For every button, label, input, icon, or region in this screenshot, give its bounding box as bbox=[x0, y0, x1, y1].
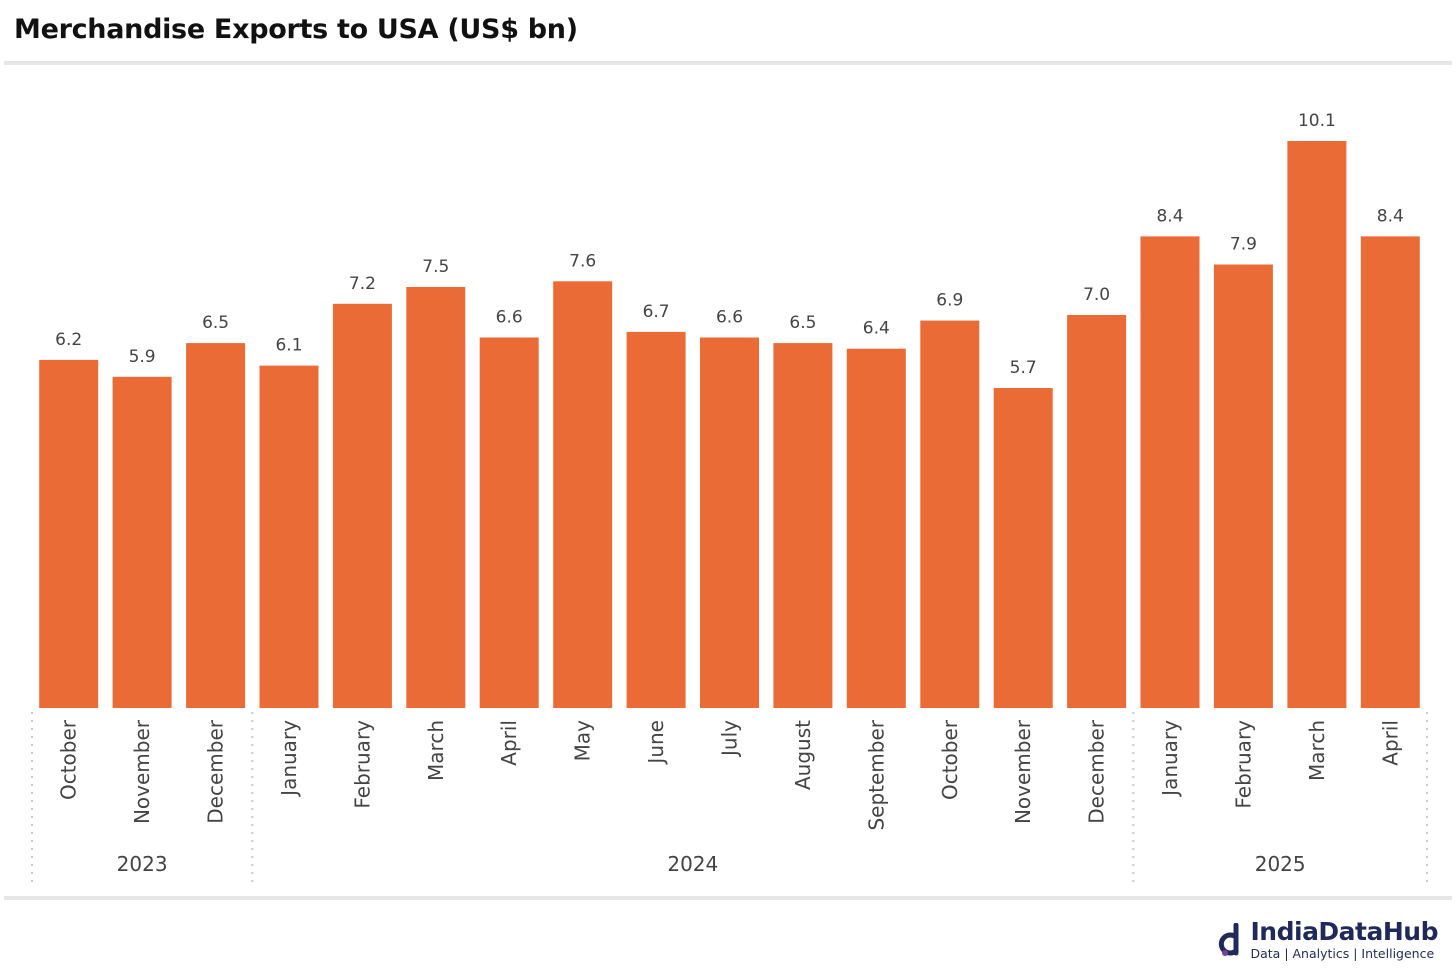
data-label: 7.2 bbox=[349, 274, 376, 294]
data-label: 7.5 bbox=[422, 257, 449, 277]
indiadatahub-logo-icon bbox=[1218, 923, 1238, 956]
x-tick-label: June bbox=[644, 720, 668, 766]
year-group-label: 2023 bbox=[117, 852, 168, 876]
data-label: 6.5 bbox=[789, 313, 816, 333]
bar bbox=[1140, 236, 1200, 708]
x-tick-label: September bbox=[864, 719, 888, 830]
bar bbox=[186, 343, 246, 708]
bar bbox=[1360, 236, 1420, 708]
x-tick-label: November bbox=[130, 719, 154, 824]
bar bbox=[112, 376, 172, 708]
bar bbox=[626, 331, 686, 708]
x-tick-label: August bbox=[791, 720, 815, 790]
data-label: 6.7 bbox=[643, 302, 670, 322]
top-divider bbox=[4, 61, 1452, 65]
chart-title: Merchandise Exports to USA (US$ bn) bbox=[14, 14, 578, 45]
x-tick-label: December bbox=[204, 719, 228, 823]
data-label: 5.9 bbox=[129, 347, 156, 367]
brand-tagline: Data | Analytics | Intelligence bbox=[1250, 946, 1435, 961]
bar bbox=[553, 281, 613, 708]
bar bbox=[920, 320, 980, 708]
data-label: 6.2 bbox=[55, 330, 82, 350]
data-label: 6.1 bbox=[275, 336, 302, 356]
bar-chart: 6.2 October 5.9 November 6.5 December 6.1 Janua… bbox=[31, 111, 1428, 886]
data-label: 6.4 bbox=[863, 319, 890, 339]
data-label: 6.6 bbox=[716, 308, 743, 328]
bar bbox=[700, 337, 759, 708]
x-tick-label: January bbox=[1158, 720, 1182, 798]
x-tick-label: November bbox=[1011, 719, 1035, 824]
bar bbox=[846, 348, 906, 708]
x-tick-label: March bbox=[1305, 720, 1329, 781]
data-label: 5.7 bbox=[1010, 358, 1037, 378]
data-label: 10.1 bbox=[1298, 111, 1336, 131]
bar bbox=[406, 287, 466, 708]
data-label: 6.9 bbox=[936, 291, 963, 311]
year-group-label: 2024 bbox=[667, 852, 718, 876]
data-label: 7.9 bbox=[1230, 235, 1257, 255]
x-tick-label: October bbox=[938, 719, 962, 800]
data-label: 8.4 bbox=[1377, 206, 1404, 226]
bar bbox=[773, 343, 833, 708]
data-label: 6.6 bbox=[496, 308, 523, 328]
bar bbox=[1213, 264, 1273, 708]
bar bbox=[1287, 141, 1347, 708]
brand-logo-block[interactable]: IndiaDataHub Data | Analytics | Intellig… bbox=[1215, 917, 1439, 962]
x-tick-label: March bbox=[424, 720, 448, 781]
brand-name: IndiaDataHub bbox=[1250, 917, 1439, 946]
bottom-divider bbox=[4, 896, 1452, 900]
data-label: 8.4 bbox=[1156, 206, 1183, 226]
data-label: 6.5 bbox=[202, 313, 229, 333]
bar bbox=[479, 337, 539, 708]
data-label: 7.0 bbox=[1083, 285, 1110, 305]
data-label: 7.6 bbox=[569, 251, 596, 271]
x-tick-label: February bbox=[350, 720, 374, 809]
x-tick-label: May bbox=[571, 720, 595, 762]
x-tick-label: February bbox=[1231, 720, 1255, 809]
x-tick-label: April bbox=[1378, 720, 1402, 766]
x-tick-label: January bbox=[277, 720, 301, 798]
x-tick-label: April bbox=[497, 720, 521, 766]
bar bbox=[332, 303, 392, 708]
bar bbox=[259, 365, 319, 708]
x-tick-label: October bbox=[57, 719, 81, 800]
bar bbox=[39, 359, 99, 708]
x-tick-label: December bbox=[1085, 719, 1109, 823]
x-tick-label: July bbox=[718, 720, 742, 758]
bar bbox=[993, 388, 1053, 708]
year-group-label: 2025 bbox=[1255, 852, 1306, 876]
bar bbox=[1067, 315, 1127, 708]
